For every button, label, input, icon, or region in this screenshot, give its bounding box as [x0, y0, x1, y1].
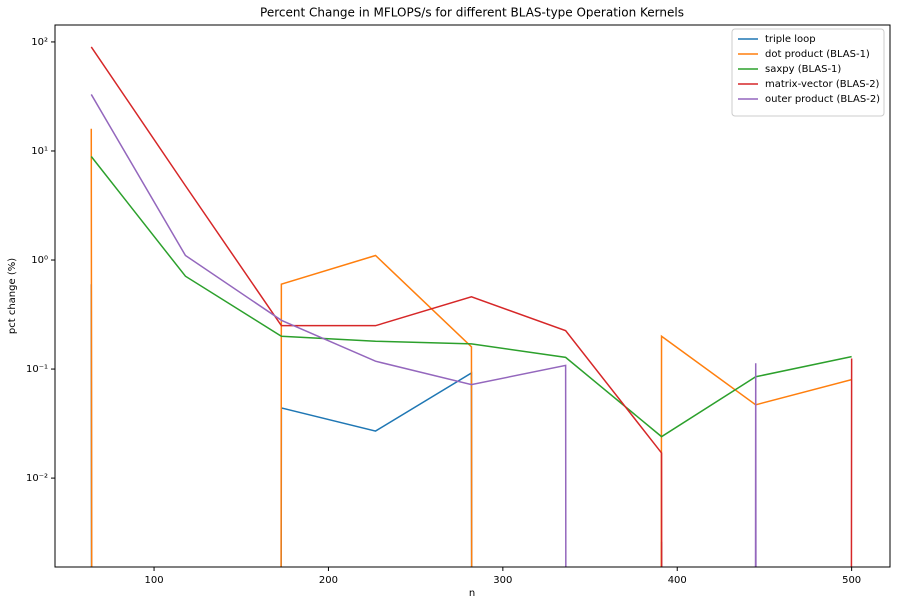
y-tick-label: 10⁻² — [26, 473, 48, 484]
series-line — [90, 94, 757, 567]
x-tick-label: 200 — [319, 575, 338, 586]
y-axis-label: pct change (%) — [7, 258, 18, 334]
series-line — [90, 156, 852, 438]
y-tick-label: 10¹ — [31, 146, 48, 157]
x-tick-label: 500 — [842, 575, 861, 586]
plot-area — [90, 46, 853, 567]
x-tick-label: 300 — [493, 575, 512, 586]
chart-title: Percent Change in MFLOPS/s for different… — [260, 6, 684, 20]
series-line — [90, 46, 853, 567]
y-tick-label: 10⁰ — [31, 255, 48, 266]
legend-label: triple loop — [765, 34, 816, 45]
legend-label: matrix-vector (BLAS-2) — [765, 79, 880, 90]
x-axis-label: n — [469, 588, 475, 599]
y-tick-label: 10⁻¹ — [26, 364, 48, 375]
y-tick-label: 10² — [31, 37, 48, 48]
legend-label: outer product (BLAS-2) — [765, 94, 880, 105]
x-tick-label: 100 — [145, 575, 164, 586]
legend-label: dot product (BLAS-1) — [765, 49, 870, 60]
legend-box — [731, 28, 885, 117]
legend-label: saxpy (BLAS-1) — [765, 64, 841, 75]
plot-frame — [54, 24, 891, 568]
series-line — [90, 128, 852, 567]
x-tick-label: 400 — [668, 575, 687, 586]
